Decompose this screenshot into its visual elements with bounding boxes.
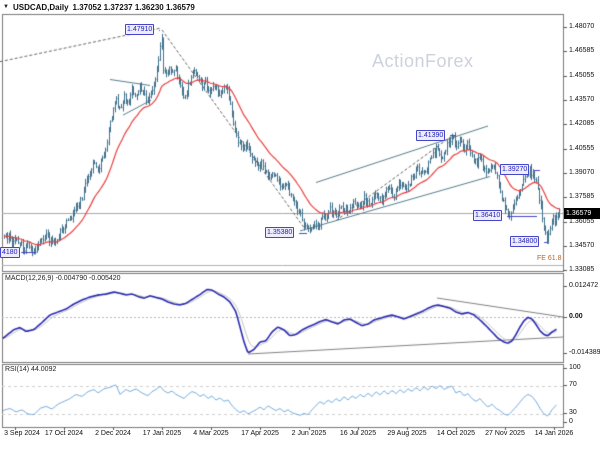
date-axis-tick-label: 2 Dec 2024: [95, 430, 131, 437]
date-axis-tick-label: 29 Aug 2025: [387, 430, 427, 437]
date-axis-tick-label: 27 Nov 2025: [485, 430, 525, 437]
price-axis-tick-label: 1.39070: [569, 168, 595, 176]
chart-ohlc-values: 1.37052 1.37237 1.36230 1.36579: [72, 2, 195, 12]
date-axis-tick-label: 2 Jun 2025: [291, 430, 327, 437]
rsi-axis-tick-label: 100: [569, 364, 581, 371]
date-axis-tick-label: 16 Jul 2025: [339, 430, 377, 437]
title-bar: ▼ USDCAD,Daily 1.37052 1.37237 1.36230 1…: [3, 2, 195, 12]
macd-axis-tick-label: -0.014389: [569, 348, 600, 356]
chart-symbol-title: USDCAD,Daily: [12, 2, 69, 12]
price-annotation[interactable]: 1.39270: [500, 164, 530, 176]
macd-axis-tick-label: 0.012472: [569, 281, 599, 289]
price-annotation[interactable]: 1.47910: [125, 24, 155, 36]
price-axis-tick-label: 1.36055: [569, 217, 595, 225]
date-axis-tick-label: 14 Jan 2026: [534, 430, 574, 437]
fibonacci-level-label[interactable]: FE 61.8: [537, 254, 562, 262]
macd-indicator-label: MACD(12,26,9) -0.004790 -0.005420: [5, 275, 121, 282]
macd-axis-tick-label: 0.00: [569, 313, 583, 320]
symbol-dropdown-icon[interactable]: ▼: [3, 4, 9, 10]
price-annotation[interactable]: 1.36410: [473, 210, 503, 222]
rsi-axis-tick-label: 70: [569, 381, 577, 388]
date-axis-tick-label: 17 Apr 2025: [241, 430, 279, 437]
date-axis-tick-label: 17 Oct 2024: [44, 430, 84, 437]
rsi-axis-tick-label: 0: [569, 418, 573, 425]
price-axis-tick-label: 1.42085: [569, 119, 595, 127]
price-axis-tick-label: 1.43570: [569, 95, 595, 103]
price-axis-tick-label: 1.37585: [569, 192, 595, 200]
price-annotation[interactable]: 1.34800: [510, 236, 540, 248]
date-axis-tick-label: 3 Sep 2024: [4, 430, 40, 437]
date-axis-tick-label: 4 Mar 2025: [193, 430, 229, 437]
date-axis-tick-label: 14 Oct 2025: [436, 430, 476, 437]
price-axis-tick-label: 1.33085: [569, 265, 595, 273]
price-axis-tick-label: 1.46585: [569, 47, 595, 55]
rsi-axis-tick-label: 30: [569, 409, 577, 416]
price-axis-tick-label: 1.45055: [569, 71, 595, 79]
price-axis-tick-label: 1.48070: [569, 23, 595, 30]
price-axis-tick-label: 1.40555: [569, 144, 595, 152]
current-price-label: 1.36579: [564, 207, 600, 219]
price-axis-tick-label: 1.34570: [569, 241, 595, 249]
date-axis-tick-label: 17 Jan 2025: [142, 430, 182, 437]
price-annotation[interactable]: 1.35380: [265, 227, 295, 239]
rsi-indicator-label: RSI(14) 44.0092: [5, 366, 57, 373]
price-annotation[interactable]: 4180: [0, 246, 20, 258]
price-annotation[interactable]: 1.41390: [416, 129, 446, 141]
